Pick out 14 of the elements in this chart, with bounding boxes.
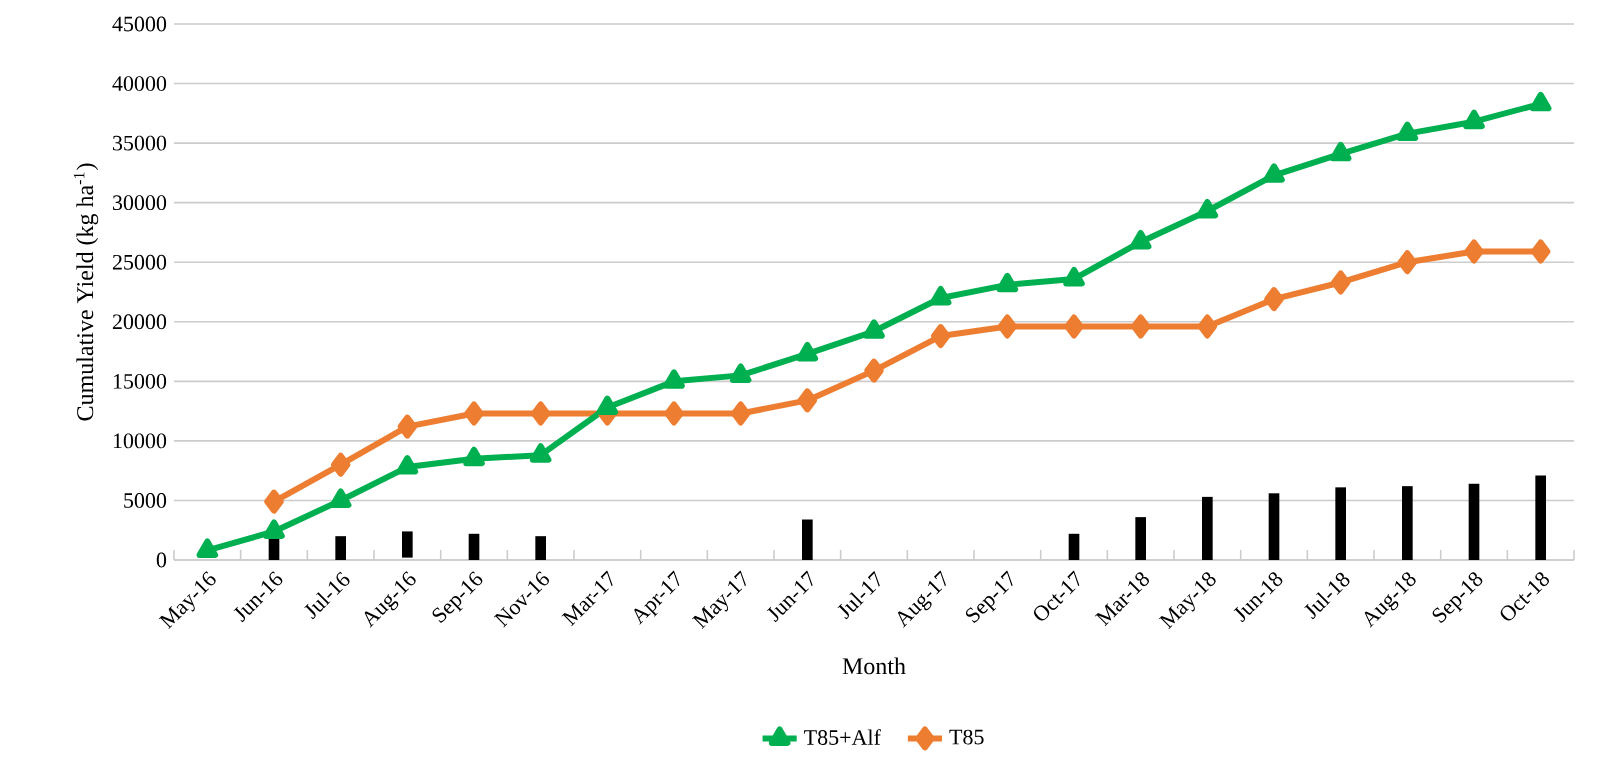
y-tick-label: 10000	[113, 433, 167, 449]
legend-label: T85	[949, 729, 984, 745]
y-tick-label: 35000	[113, 135, 167, 151]
y-tick-label: 15000	[113, 373, 167, 389]
y-tick-label: 20000	[112, 314, 167, 330]
y-tick-label: 30000	[113, 195, 167, 211]
y-tick-label: 0	[156, 552, 167, 568]
legend-label: T85+Alf	[804, 729, 881, 745]
y-tick-label: 25000	[112, 254, 167, 270]
y-tick-label: 5000	[124, 493, 167, 508]
y-tick-label: 40000	[112, 76, 167, 91]
y-tick-label: 45000	[112, 16, 167, 32]
y-axis-title: Cumulative Yield (kg ha$^{-1}$)	[73, 163, 99, 421]
x-axis-title: Month	[842, 657, 906, 675]
